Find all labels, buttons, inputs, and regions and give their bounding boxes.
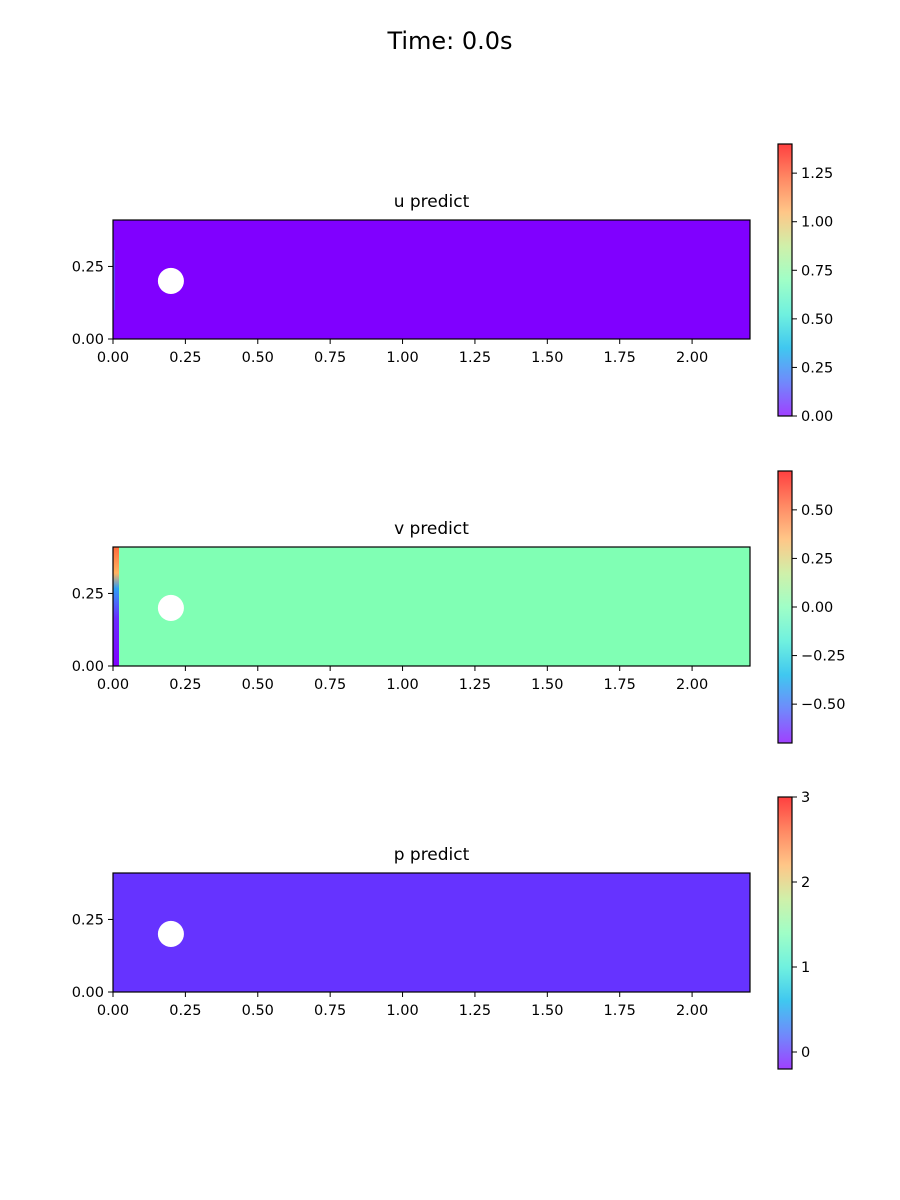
x-tick-label: 1.25 bbox=[459, 677, 491, 693]
x-tick-label: 0.50 bbox=[242, 1003, 274, 1019]
colorbar-frame bbox=[777, 143, 793, 417]
x-tick-label: 0.50 bbox=[242, 677, 274, 693]
x-tick-label: 0.00 bbox=[97, 677, 129, 693]
x-tick-label: 1.50 bbox=[531, 677, 563, 693]
x-tick-label: 2.00 bbox=[676, 1003, 708, 1019]
x-tick-label: 1.25 bbox=[459, 1003, 491, 1019]
panel-1: u predict 0.00 0.25 0.50 0.75 1.00 1.25 1.50 1.7… bbox=[72, 143, 833, 425]
axes-frame bbox=[112, 219, 751, 340]
colorbar-tick-label: −0.50 bbox=[801, 697, 845, 713]
panel-title: v predict bbox=[394, 519, 469, 539]
panel-title: u predict bbox=[394, 192, 470, 212]
colorbar: 0 1 2 3 bbox=[777, 790, 810, 1070]
x-tick-label: 0.50 bbox=[242, 350, 274, 366]
cylinder-obstacle bbox=[157, 267, 184, 294]
colorbar-tick-label: 0.75 bbox=[801, 263, 833, 279]
x-tick-label: 2.00 bbox=[676, 677, 708, 693]
x-tick-label: 0.25 bbox=[169, 1003, 201, 1019]
x-tick-label: 1.00 bbox=[386, 677, 418, 693]
x-tick-label: 1.25 bbox=[459, 350, 491, 366]
x-tick-label: 1.50 bbox=[531, 350, 563, 366]
y-tick-label: 0.25 bbox=[72, 259, 104, 275]
y-tick-label: 0.25 bbox=[72, 586, 104, 602]
colorbar-tick-label: 0.50 bbox=[801, 503, 833, 519]
colorbar-tick-label: 1.00 bbox=[801, 215, 833, 231]
colorbar-frame bbox=[777, 796, 793, 1070]
panel-2: v predict 0.00 0.25 0.50 0.75 1.00 1.25 1.50 1.7… bbox=[72, 470, 845, 744]
field-image bbox=[113, 873, 750, 992]
colorbar-tick-label: 3 bbox=[801, 790, 810, 806]
colorbar-gradient bbox=[778, 797, 792, 1069]
inlet-edge bbox=[113, 547, 119, 666]
x-tick-label: 1.75 bbox=[604, 1003, 636, 1019]
x-tick-label: 1.75 bbox=[604, 350, 636, 366]
colorbar-gradient bbox=[778, 144, 792, 416]
x-tick-label: 0.00 bbox=[97, 1003, 129, 1019]
x-tick-label: 1.50 bbox=[531, 1003, 563, 1019]
x-tick-label: 0.75 bbox=[314, 1003, 346, 1019]
inlet-edge bbox=[113, 250, 115, 310]
axes-frame bbox=[112, 546, 751, 667]
y-tick-label: 0.00 bbox=[72, 332, 104, 348]
x-tick-label: 0.00 bbox=[97, 350, 129, 366]
colorbar-gradient bbox=[778, 471, 792, 743]
colorbar-tick-label: 0.25 bbox=[801, 360, 833, 376]
colorbar: 0.00 0.25 0.50 0.75 1.00 1.25 bbox=[777, 143, 833, 425]
x-tick-label: 1.75 bbox=[604, 677, 636, 693]
colorbar-tick-label: 0.00 bbox=[801, 409, 833, 425]
colorbar: −0.50 −0.25 0.00 0.25 0.50 bbox=[777, 470, 845, 744]
y-tick-label: 0.25 bbox=[72, 912, 104, 928]
cylinder-obstacle bbox=[157, 594, 184, 621]
colorbar-tick-label: 1.25 bbox=[801, 166, 833, 182]
colorbar-tick-label: −0.25 bbox=[801, 649, 845, 665]
panel-title: p predict bbox=[394, 845, 470, 865]
x-tick-label: 0.75 bbox=[314, 677, 346, 693]
x-tick-label: 0.25 bbox=[169, 677, 201, 693]
colorbar-tick-label: 0.25 bbox=[801, 551, 833, 567]
colorbar-tick-label: 0 bbox=[801, 1045, 810, 1061]
colorbar-tick-label: 0.50 bbox=[801, 312, 833, 328]
axes-frame bbox=[112, 872, 751, 993]
y-tick-label: 0.00 bbox=[72, 985, 104, 1001]
colorbar-tick-label: 1 bbox=[801, 960, 810, 976]
field-image bbox=[113, 220, 750, 339]
x-tick-label: 2.00 bbox=[676, 350, 708, 366]
x-tick-label: 1.00 bbox=[386, 350, 418, 366]
figure-title: Time: 0.0s bbox=[386, 27, 512, 55]
x-tick-label: 0.25 bbox=[169, 350, 201, 366]
x-tick-label: 0.75 bbox=[314, 350, 346, 366]
colorbar-tick-label: 0.00 bbox=[801, 600, 833, 616]
cylinder-obstacle bbox=[157, 920, 184, 947]
panel-3: p predict 0.00 0.25 0.50 0.75 1.00 1.25 1.50 1.7… bbox=[72, 790, 810, 1070]
field-image bbox=[113, 547, 750, 666]
y-tick-label: 0.00 bbox=[72, 659, 104, 675]
x-tick-label: 1.00 bbox=[386, 1003, 418, 1019]
colorbar-tick-label: 2 bbox=[801, 875, 810, 891]
